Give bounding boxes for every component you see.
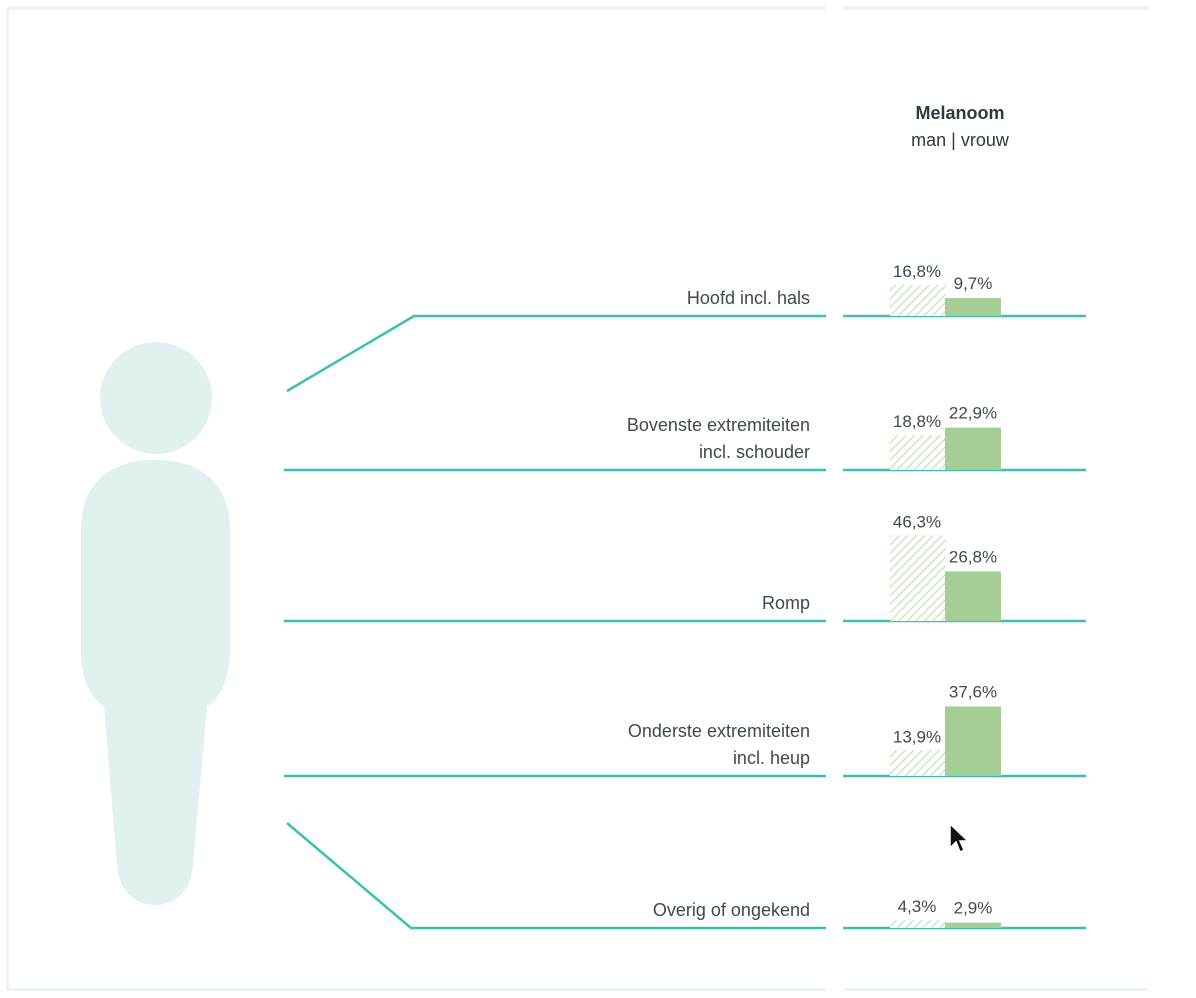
value-label-man-5: 4,3% (898, 897, 937, 916)
value-label-vrouw-5: 2,9% (954, 899, 993, 918)
value-label-man-4: 13,9% (893, 727, 941, 746)
mouse-cursor-icon (949, 822, 970, 854)
bar-man-2 (890, 435, 946, 470)
bar-man-5 (890, 920, 946, 928)
bar-man-3 (890, 535, 946, 621)
panel-bottom-edge-right (843, 988, 1149, 991)
bar-vrouw-1 (945, 298, 1001, 316)
value-label-vrouw-3: 26,8% (949, 547, 997, 566)
value-labels: 16,8% 9,7% 18,8% 22,9% 46,3% 26,8% 13,9% 37,6% 4… (893, 262, 997, 918)
bar-vrouw-5 (945, 922, 1001, 928)
chart-title: Melanoom (915, 103, 1005, 123)
category-label-4-line-2: incl. heup (733, 748, 810, 768)
value-label-vrouw-2: 22,9% (949, 404, 997, 423)
panel-left-edge (6, 8, 9, 990)
figure-head (100, 342, 212, 454)
value-label-man-1: 16,8% (893, 262, 941, 281)
value-label-man-3: 46,3% (893, 512, 941, 531)
figure-body (81, 460, 230, 905)
panel-top-edge-left (8, 6, 826, 10)
value-label-vrouw-4: 37,6% (949, 682, 997, 701)
category-line-left-5 (286, 822, 826, 930)
bars (890, 284, 1001, 928)
panel-bottom-edge-left (8, 988, 826, 991)
bar-vrouw-3 (945, 571, 1001, 621)
category-line-left-1 (286, 314, 826, 393)
panel-top-edge-right (843, 6, 1149, 10)
human-figure-icon (81, 342, 230, 905)
value-label-man-2: 18,8% (893, 412, 941, 431)
bar-man-1 (890, 284, 946, 316)
category-labels: Hoofd incl. hals Bovenste extremiteiten in… (627, 288, 810, 920)
value-label-vrouw-1: 9,7% (954, 274, 993, 293)
category-label-3: Romp (762, 593, 810, 613)
chart-header: Melanoom man | vrouw (848, 100, 1072, 154)
bar-vrouw-2 (945, 427, 1001, 470)
category-label-2-line-2: incl. schouder (699, 442, 810, 462)
category-label-2-line-1: Bovenste extremiteiten (627, 415, 810, 435)
category-label-4-line-1: Onderste extremiteiten (628, 721, 810, 741)
category-label-1: Hoofd incl. hals (687, 288, 810, 308)
bar-vrouw-4 (945, 706, 1001, 776)
bar-man-4 (890, 750, 946, 776)
category-label-5: Overig of ongekend (653, 900, 810, 920)
chart-subtitle: man | vrouw (911, 130, 1009, 150)
